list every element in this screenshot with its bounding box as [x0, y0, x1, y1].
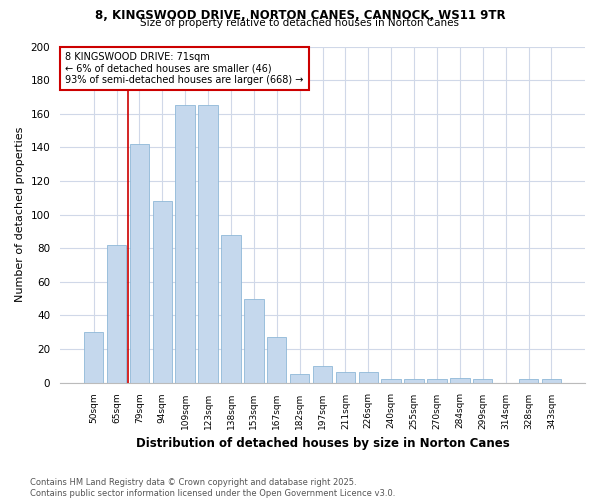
- Bar: [199, 106, 218, 382]
- Bar: [175, 106, 195, 382]
- Bar: [152, 201, 172, 382]
- Bar: [290, 374, 310, 382]
- Bar: [107, 245, 126, 382]
- Bar: [335, 372, 355, 382]
- Bar: [519, 379, 538, 382]
- Bar: [382, 379, 401, 382]
- Text: 8, KINGSWOOD DRIVE, NORTON CANES, CANNOCK, WS11 9TR: 8, KINGSWOOD DRIVE, NORTON CANES, CANNOC…: [95, 9, 505, 22]
- Bar: [427, 379, 446, 382]
- Bar: [359, 372, 378, 382]
- Y-axis label: Number of detached properties: Number of detached properties: [15, 127, 25, 302]
- Bar: [130, 144, 149, 382]
- Bar: [267, 337, 286, 382]
- Bar: [313, 366, 332, 382]
- Bar: [84, 332, 103, 382]
- Bar: [473, 379, 493, 382]
- Bar: [244, 298, 263, 382]
- Bar: [221, 234, 241, 382]
- Bar: [404, 379, 424, 382]
- Bar: [450, 378, 470, 382]
- Text: 8 KINGSWOOD DRIVE: 71sqm
← 6% of detached houses are smaller (46)
93% of semi-de: 8 KINGSWOOD DRIVE: 71sqm ← 6% of detache…: [65, 52, 304, 84]
- Bar: [542, 379, 561, 382]
- Text: Contains HM Land Registry data © Crown copyright and database right 2025.
Contai: Contains HM Land Registry data © Crown c…: [30, 478, 395, 498]
- Text: Size of property relative to detached houses in Norton Canes: Size of property relative to detached ho…: [140, 18, 460, 28]
- X-axis label: Distribution of detached houses by size in Norton Canes: Distribution of detached houses by size …: [136, 437, 509, 450]
